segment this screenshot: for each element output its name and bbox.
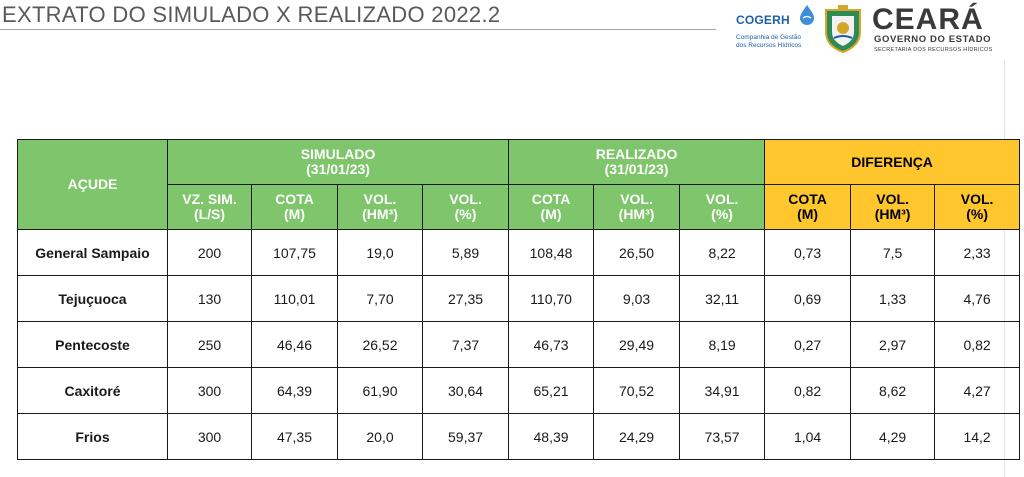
table-cell: 300 bbox=[167, 367, 252, 414]
col-header: COTA (M) bbox=[508, 184, 595, 230]
slide-title: EXTRATO DO SIMULADO X REALIZADO 2022.2 bbox=[2, 2, 501, 27]
table-row: Pentecoste 250 46,46 26,52 7,37 46,73 29… bbox=[17, 321, 1021, 368]
table-row: Frios 300 47,35 20,0 59,37 48,39 24,29 7… bbox=[17, 413, 1021, 460]
table-cell: 20,0 bbox=[337, 413, 423, 460]
header-simulado-date: (31/01/23) bbox=[306, 161, 370, 177]
col-header: VOL. (HM³) bbox=[593, 184, 681, 230]
title-divider bbox=[0, 29, 716, 30]
table-cell: 26,52 bbox=[337, 321, 423, 368]
cogerh-tagline-line1: Companhia de Gestão bbox=[736, 34, 802, 41]
table-cell: 107,75 bbox=[251, 229, 338, 276]
table-row: General Sampaio 200 107,75 19,0 5,89 108… bbox=[17, 229, 1021, 276]
header-realizado-label: REALIZADO bbox=[595, 146, 678, 162]
table-cell: 7,37 bbox=[421, 321, 510, 368]
header-acude: AÇUDE bbox=[17, 139, 168, 230]
table-cell: 61,90 bbox=[337, 367, 423, 414]
col-header: VOL. (%) bbox=[679, 184, 766, 230]
header-realizado-date: (31/01/23) bbox=[604, 161, 669, 177]
table-row: Caxitoré 300 64,39 61,90 30,64 65,21 70,… bbox=[17, 367, 1021, 414]
col-header: VZ. SIM. (L/S) bbox=[167, 184, 252, 230]
table-cell: 0,82 bbox=[934, 321, 1021, 368]
table-cell: 29,49 bbox=[593, 321, 681, 368]
table-row: Tejuçuoca 130 110,01 7,70 27,35 110,70 9… bbox=[17, 275, 1021, 322]
header-row-columns: VZ. SIM. (L/S) COTA (M) VOL. (HM³) VOL. (%) … bbox=[18, 184, 1021, 230]
table-cell: 110,70 bbox=[508, 275, 595, 322]
cogerh-logo: COGERH Companhia de Gestão dos Recursos … bbox=[736, 4, 816, 56]
table-cell: 47,35 bbox=[251, 413, 338, 460]
table-cell: 8,19 bbox=[679, 321, 766, 368]
table-cell: 7,5 bbox=[850, 229, 936, 276]
header-row-groups: AÇUDE SIMULADO (31/01/23) REALIZADO (31/… bbox=[17, 139, 1021, 230]
reservoir-comparison-table: AÇUDE SIMULADO (31/01/23) REALIZADO (31/… bbox=[17, 139, 1021, 460]
ceara-seal-icon bbox=[825, 5, 861, 54]
table-cell: 27,35 bbox=[421, 275, 510, 322]
table-cell: 64,39 bbox=[251, 367, 338, 414]
reservoir-name: General Sampaio bbox=[17, 229, 168, 276]
cogerh-tagline-line2: dos Recursos Hídricos bbox=[736, 41, 802, 49]
table-cell: 0,27 bbox=[764, 321, 852, 368]
header-simulado-label: SIMULADO bbox=[300, 146, 376, 162]
col-header: COTA (M) bbox=[764, 184, 852, 230]
table-cell: 2,97 bbox=[850, 321, 936, 368]
table-cell: 9,03 bbox=[593, 275, 681, 322]
table-cell: 73,57 bbox=[679, 413, 766, 460]
table-cell: 26,50 bbox=[593, 229, 681, 276]
col-header: VOL. (HM³) bbox=[850, 184, 936, 230]
reservoir-name: Caxitoré bbox=[17, 367, 168, 414]
table-cell: 46,46 bbox=[251, 321, 338, 368]
table-cell: 7,70 bbox=[337, 275, 423, 322]
table-cell: 0,82 bbox=[764, 367, 852, 414]
col-header: COTA (M) bbox=[251, 184, 338, 230]
table-cell: 8,22 bbox=[679, 229, 766, 276]
table-cell: 0,69 bbox=[764, 275, 852, 322]
col-header: VOL. (%) bbox=[421, 184, 510, 230]
table-cell: 1,04 bbox=[764, 413, 852, 460]
table-cell: 0,73 bbox=[764, 229, 852, 276]
table-cell: 32,11 bbox=[679, 275, 766, 322]
table-cell: 5,89 bbox=[421, 229, 510, 276]
table-cell: 48,39 bbox=[508, 413, 595, 460]
table-cell: 250 bbox=[167, 321, 252, 368]
table-cell: 14,2 bbox=[934, 413, 1021, 460]
table-cell: 108,48 bbox=[508, 229, 595, 276]
secretaria-label: SECRETARIA DOS RECURSOS HÍDRICOS bbox=[874, 47, 993, 53]
header-diferenca: DIFERENÇA bbox=[764, 139, 1021, 185]
col-header: VOL. (%) bbox=[934, 184, 1021, 230]
table-cell: 19,0 bbox=[337, 229, 423, 276]
ceara-government-logo: CEARÁ GOVERNO DO ESTADO SECRETARIA DOS R… bbox=[872, 4, 1022, 56]
table-cell: 65,21 bbox=[508, 367, 595, 414]
table-cell: 8,62 bbox=[850, 367, 936, 414]
ceara-wordmark: CEARÁ bbox=[872, 3, 984, 36]
table-cell: 34,91 bbox=[679, 367, 766, 414]
reservoir-name: Pentecoste bbox=[17, 321, 168, 368]
col-header: VOL. (HM³) bbox=[337, 184, 423, 230]
table-cell: 4,76 bbox=[934, 275, 1021, 322]
table-cell: 4,27 bbox=[934, 367, 1021, 414]
reservoir-name: Frios bbox=[17, 413, 168, 460]
water-drop-icon bbox=[800, 5, 814, 25]
table-cell: 110,01 bbox=[251, 275, 338, 322]
cogerh-wordmark: COGERH bbox=[736, 13, 790, 27]
table-cell: 70,52 bbox=[593, 367, 681, 414]
table-cell: 30,64 bbox=[421, 367, 510, 414]
header-realizado: REALIZADO (31/01/23) bbox=[508, 139, 766, 185]
table-cell: 1,33 bbox=[850, 275, 936, 322]
table-cell: 4,29 bbox=[850, 413, 936, 460]
table-cell: 2,33 bbox=[934, 229, 1021, 276]
table-cell: 59,37 bbox=[421, 413, 510, 460]
cogerh-tagline: Companhia de Gestão dos Recursos Hídrico… bbox=[736, 34, 816, 49]
table-cell: 46,73 bbox=[508, 321, 595, 368]
table-cell: 130 bbox=[167, 275, 252, 322]
table-cell: 300 bbox=[167, 413, 252, 460]
reservoir-name: Tejuçuoca bbox=[17, 275, 168, 322]
table-cell: 24,29 bbox=[593, 413, 681, 460]
header-simulado: SIMULADO (31/01/23) bbox=[166, 139, 510, 185]
governo-label: GOVERNO DO ESTADO bbox=[874, 34, 992, 45]
table-cell: 200 bbox=[167, 229, 252, 276]
logo-bar: COGERH Companhia de Gestão dos Recursos … bbox=[736, 4, 1022, 56]
